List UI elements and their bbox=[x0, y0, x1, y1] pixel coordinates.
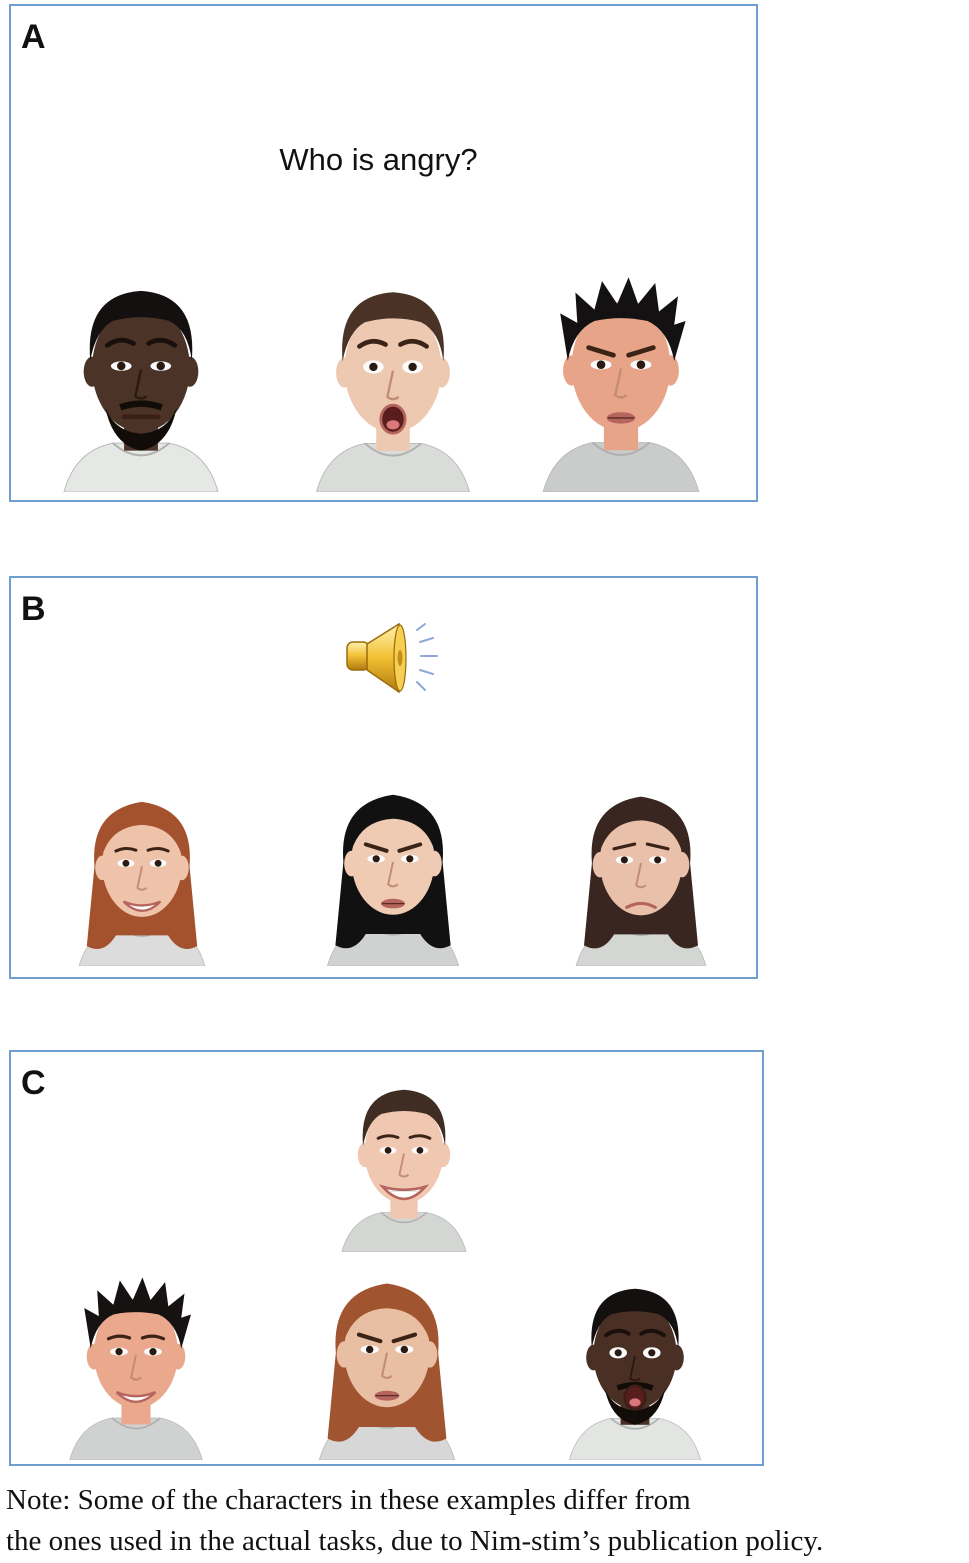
face-a-2 bbox=[295, 268, 491, 492]
face-b-1 bbox=[47, 782, 237, 966]
question-text: Who is angry? bbox=[279, 142, 478, 177]
face-c-2 bbox=[289, 1262, 485, 1460]
note-line-2: the ones used in the actual tasks, due t… bbox=[6, 1525, 824, 1557]
face-c-3 bbox=[533, 1268, 737, 1460]
panel-letter-b: B bbox=[21, 590, 46, 628]
face-b-2 bbox=[295, 774, 491, 966]
face-c-target bbox=[307, 1070, 501, 1252]
face-a-3 bbox=[526, 252, 716, 492]
speaker-icon bbox=[341, 618, 445, 698]
note-line-1: Note: Some of the characters in these ex… bbox=[6, 1484, 691, 1516]
panel-letter-c: C bbox=[21, 1064, 46, 1102]
panel-letter-a: A bbox=[21, 18, 46, 56]
panel-a: A Who is angry? bbox=[9, 4, 758, 502]
face-c-1 bbox=[33, 1266, 239, 1460]
face-a-1 bbox=[47, 264, 235, 492]
panel-c: C bbox=[9, 1050, 764, 1466]
face-b-3 bbox=[551, 776, 731, 966]
panel-b: B bbox=[9, 576, 758, 979]
